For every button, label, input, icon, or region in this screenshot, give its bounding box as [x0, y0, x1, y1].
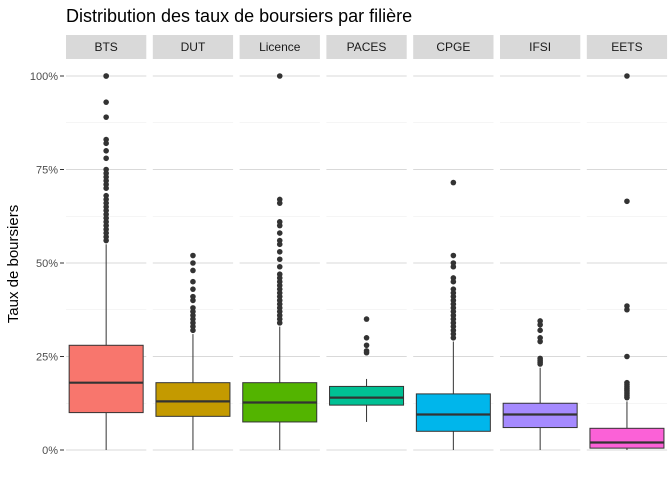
box-iqr	[68, 344, 144, 414]
outlier-point	[103, 155, 109, 162]
facet-strip-label: EETS	[611, 40, 642, 54]
outlier-point	[190, 278, 196, 285]
outlier-point	[624, 394, 630, 401]
box-iqr	[155, 382, 231, 417]
outlier-point	[537, 327, 543, 334]
outlier-point	[450, 335, 457, 341]
outlier-point	[624, 73, 630, 79]
y-tick-label: 100%	[30, 71, 58, 83]
facet-panel-licence: Licence	[239, 35, 320, 468]
outlier-point	[363, 335, 370, 341]
outlier-point	[276, 200, 283, 206]
outlier-point	[363, 316, 370, 322]
facet-strip	[326, 35, 407, 59]
facet-strip	[239, 35, 320, 59]
outlier-point	[103, 237, 109, 244]
facet-strip-label: DUT	[181, 40, 206, 54]
outlier-point	[276, 241, 283, 248]
outlier-point	[190, 327, 196, 334]
facet-strip-label: BTS	[94, 40, 117, 54]
facet-panel-cpge: CPGE	[413, 35, 494, 468]
box-iqr	[589, 427, 665, 449]
facet-strip-label: Licence	[259, 40, 301, 54]
box-iqr	[415, 393, 491, 432]
outlier-point	[103, 140, 109, 147]
facet-panel-bts: BTS	[66, 35, 147, 468]
outlier-point	[450, 252, 457, 259]
outlier-point	[276, 256, 283, 263]
facet-panels: BTS DUT Licence PACES CPGE IFSI EETS	[66, 35, 668, 468]
box-iqr	[329, 385, 405, 406]
outlier-point	[103, 114, 109, 120]
outlier-point	[276, 73, 283, 79]
facet-strip	[413, 35, 494, 59]
chart-title: Distribution des taux de boursiers par f…	[66, 6, 412, 26]
y-axis-ticks: 0% 25% 50% 75% 100%	[30, 71, 64, 457]
facet-panel-eets: EETS	[586, 35, 668, 468]
outlier-point	[537, 338, 543, 345]
outlier-point	[103, 73, 109, 79]
outlier-point	[190, 252, 196, 259]
facet-strip	[500, 35, 581, 59]
outlier-point	[537, 361, 543, 367]
y-tick-label: 50%	[36, 258, 58, 270]
y-tick-label: 75%	[36, 165, 58, 177]
outlier-point	[276, 248, 283, 255]
outlier-point	[190, 267, 196, 274]
outlier-point	[450, 263, 457, 270]
outlier-point	[624, 306, 630, 313]
y-axis-label: Taux de boursiers	[5, 205, 22, 323]
outlier-point	[103, 148, 109, 154]
outlier-point	[190, 297, 196, 304]
outlier-point	[624, 198, 630, 205]
outlier-point	[190, 286, 196, 292]
outlier-point	[276, 222, 283, 229]
facet-strip-label: IFSI	[529, 40, 551, 54]
facet-panel-ifsi: IFSI	[500, 35, 581, 468]
facet-strip	[66, 35, 147, 59]
outlier-point	[363, 349, 370, 356]
facet-strip	[586, 35, 668, 59]
outlier-point	[624, 353, 630, 360]
outlier-point	[276, 263, 283, 270]
outlier-point	[190, 260, 196, 266]
outlier-point	[103, 99, 109, 105]
y-tick-label: 25%	[36, 352, 58, 364]
outlier-point	[537, 321, 543, 328]
outlier-point	[276, 230, 283, 236]
facet-strip	[152, 35, 234, 59]
facet-panel-paces: PACES	[326, 35, 407, 468]
facet-strip-label: PACES	[347, 40, 387, 54]
outlier-point	[450, 179, 457, 186]
facet-strip-label: CPGE	[436, 40, 470, 54]
y-tick-label: 0%	[42, 445, 58, 457]
facet-panel-dut: DUT	[152, 35, 234, 468]
outlier-point	[276, 320, 283, 326]
outlier-point	[450, 278, 457, 285]
outlier-point	[103, 185, 109, 191]
outlier-point	[363, 342, 370, 349]
